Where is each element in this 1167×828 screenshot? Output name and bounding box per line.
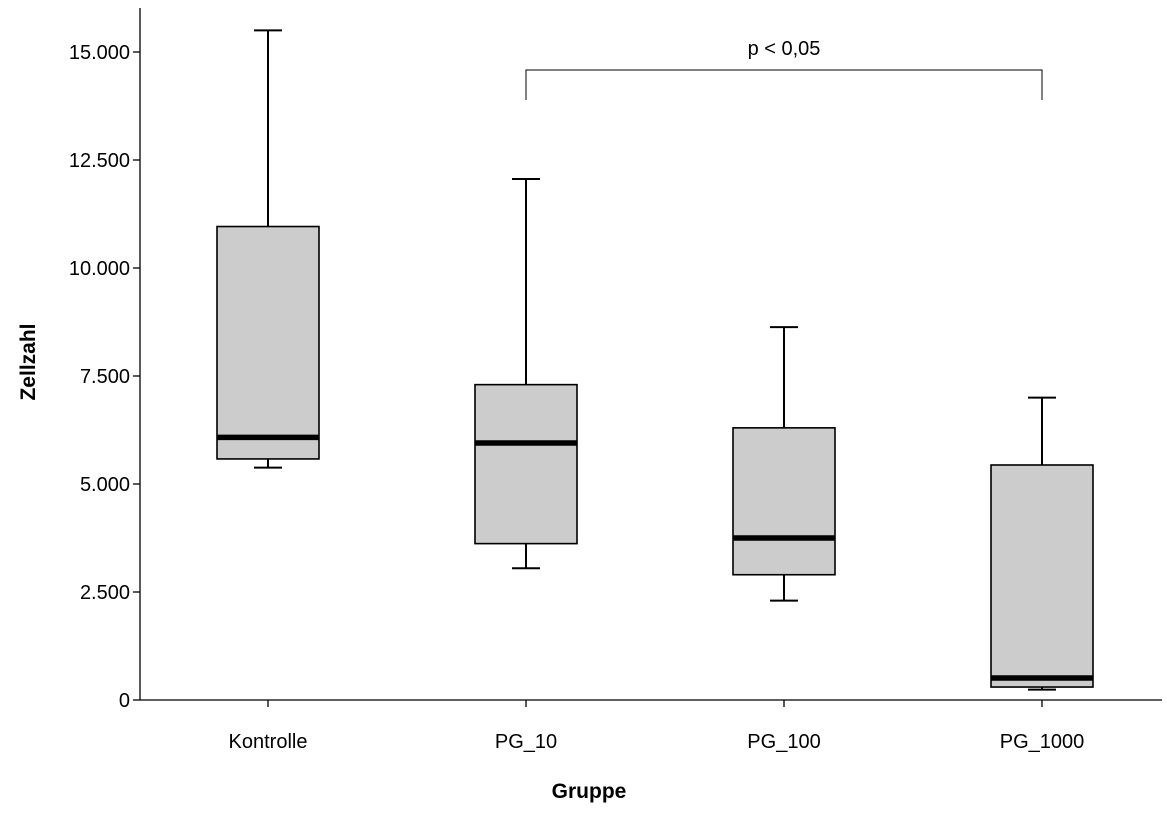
- iqr-box: [990, 464, 1094, 688]
- y-tick-label: 5.000: [80, 474, 130, 496]
- y-axis-title: Zellzahl: [17, 323, 40, 400]
- y-tick-label: 0: [119, 690, 130, 712]
- y-tick-label: 2.500: [80, 582, 130, 604]
- plot-area: 0 2.500 5.000 7.500 10.000 12.500 15.000 Kontro…: [69, 8, 1162, 753]
- significance-label: p < 0,05: [748, 38, 821, 60]
- y-tick-label: 15.000: [69, 42, 130, 64]
- y-tick-label: 7.500: [80, 366, 130, 388]
- x-category-label: PG_100: [747, 731, 820, 753]
- iqr-box: [732, 427, 836, 576]
- iqr-box: [474, 383, 578, 545]
- x-category-label: PG_10: [495, 731, 557, 753]
- y-tick-label: 12.500: [69, 150, 130, 172]
- significance-bracket: [525, 69, 1043, 100]
- x-category-label: PG_1000: [1000, 731, 1085, 753]
- y-tick-label: 10.000: [69, 258, 130, 280]
- iqr-box: [216, 225, 320, 460]
- x-axis-title: Gruppe: [552, 780, 627, 803]
- x-category-label: Kontrolle: [229, 731, 308, 753]
